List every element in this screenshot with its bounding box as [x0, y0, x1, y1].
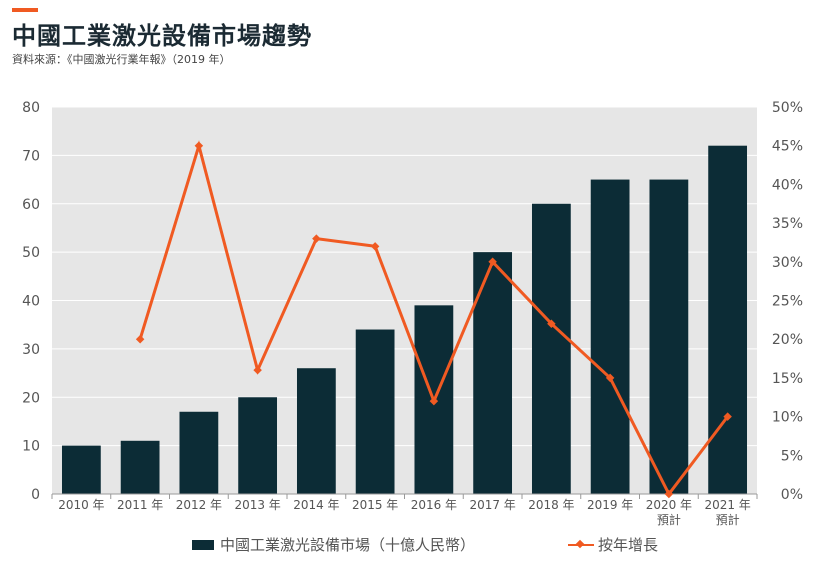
legend: 中國工業激光設備市場（十億人民幣） 按年增長: [0, 534, 838, 558]
x-tick-label: 2016 年: [411, 498, 457, 512]
bar: [238, 397, 278, 494]
bar: [531, 203, 571, 494]
page-title: 中國工業激光設備市場趨勢: [12, 21, 312, 50]
y-tick-label: 20: [22, 390, 40, 406]
growth-point: [312, 234, 321, 243]
x-tick-label: 2017 年: [469, 498, 515, 512]
growth-point: [194, 141, 204, 150]
bar: [649, 179, 689, 494]
growth-point: [429, 396, 439, 406]
legend-item-market: 中國工業激光設備市場（十億人民幣）: [192, 534, 475, 555]
y-tick-label: 50: [22, 245, 40, 261]
bar: [179, 411, 219, 494]
y2-tick-label: 50%: [772, 100, 803, 116]
y2-tick-label: 15%: [772, 371, 803, 387]
growth-point: [253, 365, 262, 375]
y-tick-label: 40: [22, 294, 40, 310]
x-tick-label: 2014 年: [293, 498, 339, 512]
growth-point: [723, 412, 732, 421]
x-tick-label: 預計: [657, 512, 681, 527]
legend-label-market: 中國工業激光設備市場（十億人民幣）: [220, 536, 476, 554]
x-tick-label: 預計: [716, 512, 740, 527]
legend-bar-swatch: [192, 539, 214, 550]
growth-point: [488, 257, 497, 267]
x-tick-label: 2021 年: [704, 498, 750, 512]
y2-tick-label: 30%: [772, 255, 803, 271]
y2-tick-label: 40%: [772, 177, 803, 193]
title-accent-bar: [12, 8, 38, 12]
x-tick-label: 2013 年: [234, 498, 280, 512]
x-tick-label: 2019 年: [587, 498, 633, 512]
legend-item-growth: 按年增長: [568, 534, 658, 555]
y-tick-label: 60: [22, 197, 40, 213]
y-tick-label: 30: [22, 342, 40, 358]
x-tick-label: 2011 年: [117, 498, 163, 512]
x-tick-label: 2015 年: [352, 498, 398, 512]
growth-point: [547, 319, 556, 328]
bar: [590, 179, 630, 494]
y2-tick-label: 10%: [772, 410, 803, 426]
growth-point: [370, 242, 380, 251]
bar: [61, 445, 101, 494]
y2-tick-label: 20%: [772, 332, 803, 348]
bar: [473, 252, 513, 494]
y2-tick-label: 0%: [781, 487, 803, 503]
bar: [296, 368, 336, 494]
bar: [120, 440, 160, 494]
y2-tick-label: 35%: [772, 216, 803, 232]
legend-line-swatch: [568, 540, 594, 550]
y-tick-label: 80: [22, 100, 40, 116]
y-tick-label: 70: [22, 148, 40, 164]
x-tick-label: 2010 年: [58, 498, 104, 512]
x-tick-label: 2018 年: [528, 498, 574, 512]
growth-point: [135, 334, 145, 344]
growth-point: [664, 489, 674, 499]
chart: 0 10 20 30 40 50 60 70 80 0% 5% 10% 15% 20% 25% 30% 35% 4…: [22, 100, 803, 527]
y2-tick-label: 25%: [772, 294, 803, 310]
x-tick-label: 2020 年: [646, 498, 692, 512]
legend-label-growth: 按年增長: [598, 536, 659, 554]
x-tick-label: 2012 年: [176, 498, 222, 512]
bar: [355, 329, 395, 494]
y-tick-label: 10: [22, 439, 40, 455]
growth-point: [605, 373, 615, 383]
y2-tick-label: 5%: [781, 448, 803, 464]
y2-tick-label: 45%: [772, 139, 803, 155]
bar: [708, 145, 748, 494]
y-tick-label: 0: [31, 487, 40, 503]
source-note: 資料來源：《中國激光行業年報》（2019 年）: [12, 53, 231, 66]
